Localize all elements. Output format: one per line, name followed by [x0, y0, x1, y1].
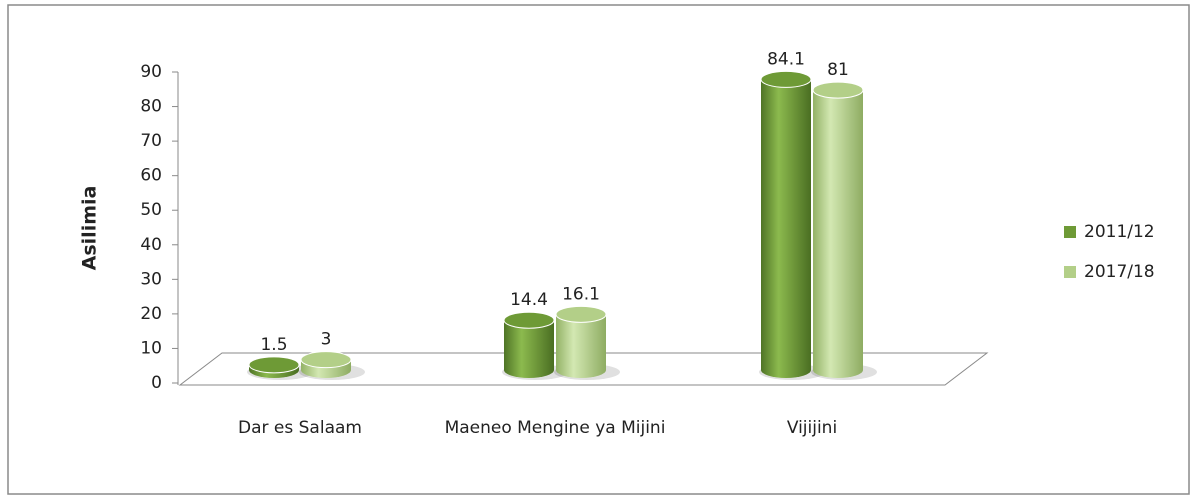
x-tick-label: Vijijini	[786, 418, 838, 438]
bar-top	[812, 81, 864, 99]
y-tick-label: 10	[140, 338, 162, 358]
bar-top	[760, 70, 812, 88]
bar-body	[813, 90, 863, 378]
data-label: 14.4	[510, 290, 548, 310]
y-tick-label: 40	[140, 235, 162, 255]
bar	[247, 356, 313, 380]
legend-swatch	[1064, 266, 1076, 278]
bar-top	[503, 311, 555, 329]
y-tick-label: 50	[140, 200, 162, 220]
data-label: 3	[321, 330, 332, 350]
legend-label: 2011/12	[1084, 222, 1155, 242]
y-tick-label: 60	[140, 166, 162, 186]
y-tick-label: 80	[140, 97, 162, 117]
bar	[299, 351, 365, 380]
bar-top	[300, 351, 352, 369]
bar-body	[504, 320, 554, 378]
data-label: 1.5	[260, 335, 287, 355]
legend-swatch	[1064, 226, 1076, 238]
bar-body	[761, 79, 811, 378]
x-tick-label: Dar es Salaam	[238, 418, 362, 438]
data-label: 16.1	[562, 284, 600, 304]
y-tick-label: 20	[140, 304, 162, 324]
bar-body	[556, 314, 606, 378]
legend-label: 2017/18	[1084, 262, 1155, 282]
bar	[502, 311, 568, 380]
y-tick-label: 90	[140, 62, 162, 82]
x-tick-label: Maeneo Mengine ya Mijini	[444, 418, 666, 438]
y-tick-label: 0	[151, 373, 162, 393]
bar-top	[555, 305, 607, 323]
y-tick-label: 30	[140, 269, 162, 289]
frame	[7, 4, 1190, 495]
bar	[554, 305, 620, 380]
data-label: 84.1	[767, 49, 805, 69]
data-label: 81	[827, 60, 849, 80]
y-tick-label: 70	[140, 131, 162, 151]
y-axis-label: Asilimia	[79, 186, 101, 271]
bar	[811, 81, 877, 380]
bar	[759, 70, 825, 380]
bar-top	[248, 356, 300, 374]
